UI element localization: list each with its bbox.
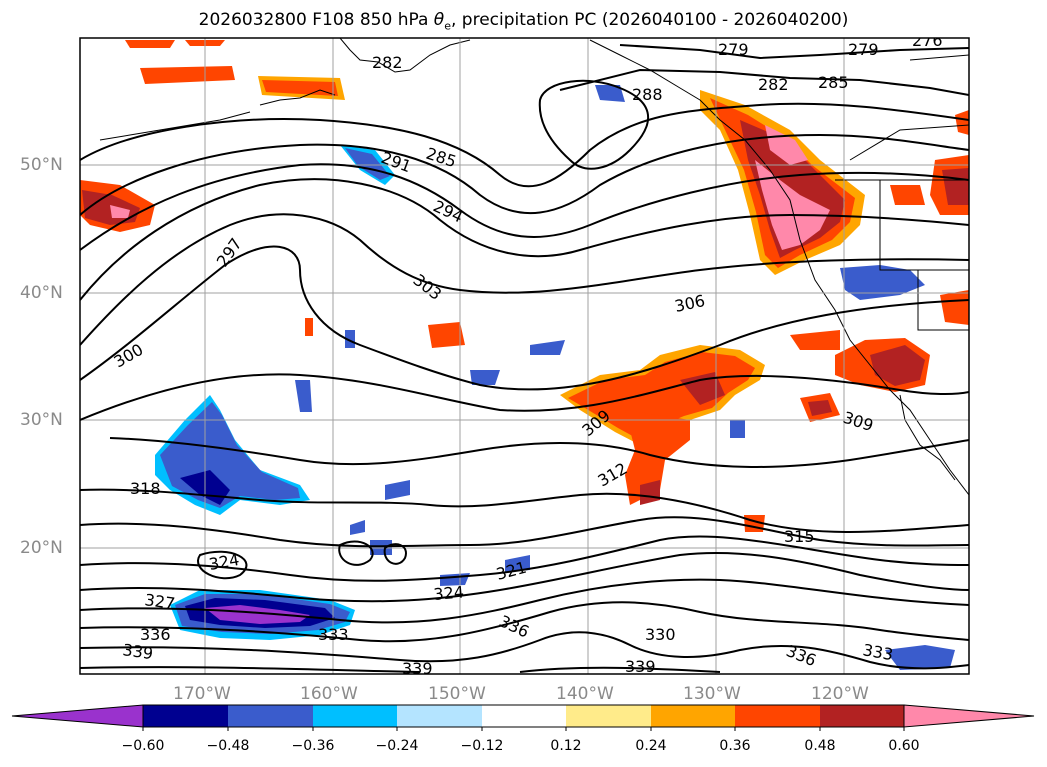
lat-label: 50°N xyxy=(20,155,63,175)
contour-label: 282 xyxy=(372,53,403,72)
colorbar-bin xyxy=(482,705,566,727)
contour-label: 318 xyxy=(130,479,161,498)
colorbar-tick-label: −0.36 xyxy=(291,738,335,754)
contour-label: 339 xyxy=(121,640,154,663)
colorbar-tick-label: 0.48 xyxy=(804,738,836,754)
contour-label: 315 xyxy=(784,527,815,546)
colorbar-tick-label: 0.24 xyxy=(635,738,667,754)
contour-label: 276 xyxy=(912,31,943,50)
contour-label: 333 xyxy=(318,625,349,644)
colorbar-bin xyxy=(820,705,904,727)
map-title: 2026032800 F108 850 hPa θe, precipitatio… xyxy=(198,10,849,33)
colorbar-tick-label: 0.12 xyxy=(550,738,582,754)
colorbar-tick-label: −0.60 xyxy=(121,738,165,754)
coastlines xyxy=(99,38,969,496)
contour-label: 279 xyxy=(848,40,879,59)
map-panel: 279 279 276 282 285 285 288 282 291 294 … xyxy=(80,31,969,678)
contour-label: 279 xyxy=(718,40,749,59)
contour-label: 324 xyxy=(433,582,465,604)
colorbar-bin xyxy=(566,705,651,727)
lon-label: 170°W xyxy=(173,684,231,704)
lon-label: 140°W xyxy=(556,684,614,704)
contour-label: 282 xyxy=(758,75,789,94)
colorbar-tick-label: −0.48 xyxy=(206,738,250,754)
map-frame xyxy=(79,37,970,675)
colorbar-tick-label: 0.60 xyxy=(888,738,920,754)
colorbar xyxy=(11,704,1035,731)
colorbar-extend-high xyxy=(903,704,1035,728)
colorbar-extend-low xyxy=(11,704,144,728)
theta-e-contours xyxy=(80,44,969,673)
lon-label: 150°W xyxy=(428,684,486,704)
colorbar-bin xyxy=(651,705,735,727)
contour-label: 339 xyxy=(402,659,433,678)
contour-label: 288 xyxy=(632,85,663,104)
colorbar-tick-label: −0.12 xyxy=(460,738,504,754)
colorbar-bin xyxy=(313,705,397,727)
lon-label: 130°W xyxy=(683,684,741,704)
lat-label: 20°N xyxy=(20,538,63,558)
lon-label: 120°W xyxy=(811,684,869,704)
colorbar-bin xyxy=(143,705,228,727)
contour-label: 285 xyxy=(818,73,849,92)
colorbar-bin xyxy=(228,705,313,727)
colorbar-ticks xyxy=(142,727,905,731)
colorbar-tick-label: −0.24 xyxy=(375,738,419,754)
colorbar-bin xyxy=(397,705,482,727)
contour-label: 336 xyxy=(140,625,171,644)
lat-label: 30°N xyxy=(20,410,63,430)
contour-label: 339 xyxy=(625,657,656,676)
lat-label: 40°N xyxy=(20,283,63,303)
lon-label: 160°W xyxy=(300,684,358,704)
contour-label: 330 xyxy=(645,625,676,644)
colorbar-outline xyxy=(142,704,905,728)
colorbar-bin xyxy=(735,705,820,727)
colorbar-tick-label: 0.36 xyxy=(719,738,751,754)
contour-label: 327 xyxy=(143,590,176,613)
